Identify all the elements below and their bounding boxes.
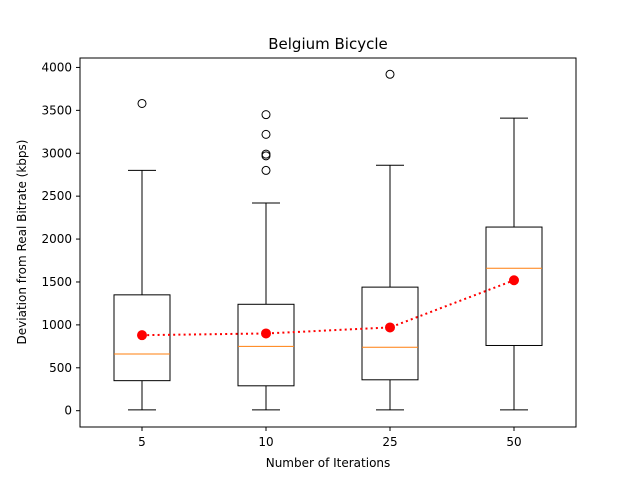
x-axis-label: Number of Iterations — [266, 456, 391, 470]
y-tick-label: 1000 — [41, 318, 72, 332]
plot-frame — [79, 57, 577, 428]
outlier-point — [261, 149, 271, 159]
y-tick-label: 4000 — [41, 60, 72, 74]
y-tick-label: 2000 — [41, 232, 72, 246]
mean-point — [509, 275, 519, 286]
outlier-point — [261, 165, 271, 175]
x-tick-label: 25 — [382, 435, 397, 449]
y-tick-label: 500 — [49, 361, 72, 375]
x-tick-label: 50 — [506, 435, 521, 449]
x-tick-label: 5 — [138, 435, 146, 449]
outlier-point — [261, 129, 271, 139]
box-group-25 — [361, 69, 419, 411]
box-iqr — [361, 286, 419, 381]
box-group-5 — [113, 98, 171, 411]
y-axis-label: Deviation from Real Bitrate (kbps) — [15, 140, 29, 345]
plot-area — [113, 69, 543, 411]
x-axis: 5 10 25 50 — [138, 427, 522, 449]
box-iqr — [113, 294, 171, 382]
box-iqr — [485, 226, 543, 346]
y-tick-label: 1500 — [41, 275, 72, 289]
y-axis: 0 500 1000 1500 2000 2500 3000 3500 4000 — [41, 60, 80, 418]
outlier-point — [261, 110, 271, 120]
y-tick-label: 3500 — [41, 103, 72, 117]
y-tick-label: 0 — [64, 404, 72, 418]
mean-point — [385, 322, 395, 333]
box-iqr — [237, 303, 295, 387]
chart-title: Belgium Bicycle — [268, 35, 388, 53]
mean-point — [137, 330, 147, 341]
box-group-50 — [485, 117, 543, 411]
mean-point — [261, 328, 271, 339]
box-group-10 — [237, 110, 295, 411]
y-tick-label: 3000 — [41, 146, 72, 160]
outlier-point — [137, 98, 147, 108]
outlier-point — [385, 69, 395, 79]
y-tick-label: 2500 — [41, 189, 72, 203]
x-tick-label: 10 — [258, 435, 273, 449]
